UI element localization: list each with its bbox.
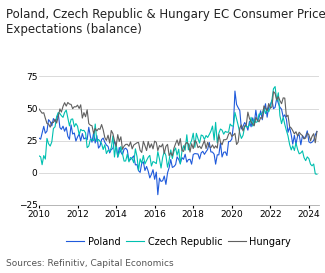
Legend: Poland, Czech Republic, Hungary: Poland, Czech Republic, Hungary [62,233,295,251]
Line: Czech Republic: Czech Republic [39,87,317,174]
Text: Poland, Czech Republic & Hungary EC Consumer Price
Expectations (balance): Poland, Czech Republic & Hungary EC Cons… [6,8,325,36]
Text: Sources: Refinitiv, Capital Economics: Sources: Refinitiv, Capital Economics [6,259,174,268]
Line: Hungary: Hungary [39,91,317,156]
Line: Poland: Poland [39,91,317,195]
